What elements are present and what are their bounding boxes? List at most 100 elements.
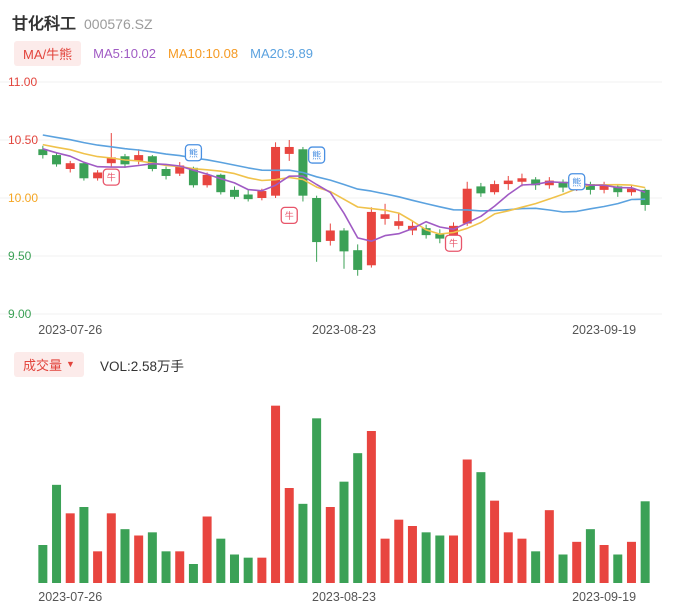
volume-bar <box>517 538 527 583</box>
price-x-axis: 2023-07-26 2023-08-23 2023-09-19 <box>0 322 686 342</box>
candle-body <box>52 155 62 165</box>
volume-bar <box>366 431 376 583</box>
candle-body <box>503 180 513 185</box>
candle-body <box>366 211 376 266</box>
x-axis-date-label: 2023-07-26 <box>38 590 103 604</box>
candle-body <box>65 163 75 169</box>
candle-body <box>243 194 253 200</box>
volume-header: 成交量 ▼ VOL:2.58万手 <box>0 342 686 383</box>
volume-bar <box>613 554 623 583</box>
ma20-line <box>42 134 646 213</box>
candle-body <box>312 198 322 243</box>
candle-body <box>585 184 595 190</box>
candle-body <box>271 146 281 196</box>
volume-bar <box>353 453 363 583</box>
candle-body <box>229 189 239 197</box>
candle-body <box>339 230 349 252</box>
volume-bar <box>380 538 390 583</box>
volume-bar <box>202 516 212 583</box>
svg-text:牛: 牛 <box>449 238 458 249</box>
volume-bar <box>38 545 48 583</box>
indicator-legend: MA/牛熊 MA5:10.02 MA10:10.08 MA20:9.89 <box>0 34 686 68</box>
volume-bar <box>435 535 445 583</box>
volume-bar <box>175 551 185 583</box>
candle-body <box>435 233 445 239</box>
candle-body <box>106 157 116 164</box>
candle-body <box>544 180 554 186</box>
svg-text:牛: 牛 <box>285 210 294 221</box>
candle-body <box>613 186 623 193</box>
candle-body <box>462 188 472 224</box>
candle-body <box>517 178 527 182</box>
volume-bar <box>339 481 349 583</box>
candle-body <box>257 191 267 198</box>
volume-bar <box>599 545 609 583</box>
ma10-line <box>42 143 646 235</box>
svg-text:熊: 熊 <box>189 147 198 158</box>
volume-bar <box>65 513 75 583</box>
volume-bar <box>490 500 500 583</box>
volume-bar <box>394 519 404 583</box>
volume-chart[interactable] <box>0 383 686 589</box>
x-axis-date-label: 2023-07-26 <box>38 323 103 337</box>
ma20-label: MA20:9.89 <box>250 46 313 61</box>
volume-bar <box>572 541 582 583</box>
candle-body <box>38 149 48 156</box>
bull-badge-icon: 牛 <box>280 206 298 225</box>
volume-bar <box>229 554 239 583</box>
volume-bar <box>312 418 322 583</box>
volume-bar <box>188 564 198 583</box>
volume-bar <box>216 538 226 583</box>
volume-bar <box>271 405 281 583</box>
y-axis-label: 10.00 <box>8 191 38 205</box>
ma10-label: MA10:10.08 <box>168 46 239 61</box>
candle-body <box>202 174 212 186</box>
volume-bar <box>134 535 144 583</box>
volume-bar <box>147 532 157 583</box>
svg-text:牛: 牛 <box>107 172 116 183</box>
candle-body <box>175 165 185 174</box>
candle-body <box>380 214 390 219</box>
volume-bar <box>79 507 89 583</box>
bear-badge-icon: 熊 <box>184 144 203 162</box>
volume-value-label: VOL:2.58万手 <box>99 358 184 374</box>
volume-bar <box>503 532 513 583</box>
volume-bar <box>531 551 541 583</box>
volume-indicator-selector[interactable]: 成交量 ▼ <box>14 352 84 377</box>
volume-bar <box>298 503 308 583</box>
y-axis-label: 9.50 <box>8 249 32 263</box>
y-axis-label: 10.50 <box>8 133 38 147</box>
volume-bar <box>120 529 130 583</box>
ma5-label: MA5:10.02 <box>93 46 156 61</box>
bull-badge-icon: 牛 <box>102 168 120 186</box>
stock-code: 000576.SZ <box>84 16 153 32</box>
volume-bar <box>421 532 431 583</box>
candle-body <box>531 179 541 186</box>
candle-body <box>490 184 500 193</box>
volume-badge-label: 成交量 <box>23 358 63 373</box>
volume-bar <box>544 510 554 583</box>
volume-bar <box>626 541 636 583</box>
candle-body <box>449 225 459 237</box>
header: 甘化科工 000576.SZ <box>0 0 686 34</box>
volume-bar <box>558 554 568 583</box>
y-axis-label: 11.00 <box>8 75 37 89</box>
candle-body <box>93 172 103 179</box>
volume-bar <box>449 535 459 583</box>
stock-name: 甘化科工 <box>12 16 77 33</box>
candle-body <box>134 155 144 161</box>
ma-bullbear-selector[interactable]: MA/牛熊 <box>14 41 82 66</box>
volume-bar <box>52 484 62 583</box>
bear-badge-icon: 熊 <box>568 173 586 191</box>
svg-text:熊: 熊 <box>312 150 321 161</box>
ma5-line <box>42 148 646 242</box>
y-axis-label: 9.00 <box>8 307 32 321</box>
volume-x-axis: 2023-07-26 2023-08-23 2023-09-19 <box>0 589 686 606</box>
svg-text:熊: 熊 <box>572 176 581 187</box>
volume-bar <box>462 459 472 583</box>
candle-body <box>421 228 431 236</box>
x-axis-date-label: 2023-08-23 <box>312 590 376 604</box>
candle-body <box>216 174 226 193</box>
candle-body <box>394 221 404 226</box>
